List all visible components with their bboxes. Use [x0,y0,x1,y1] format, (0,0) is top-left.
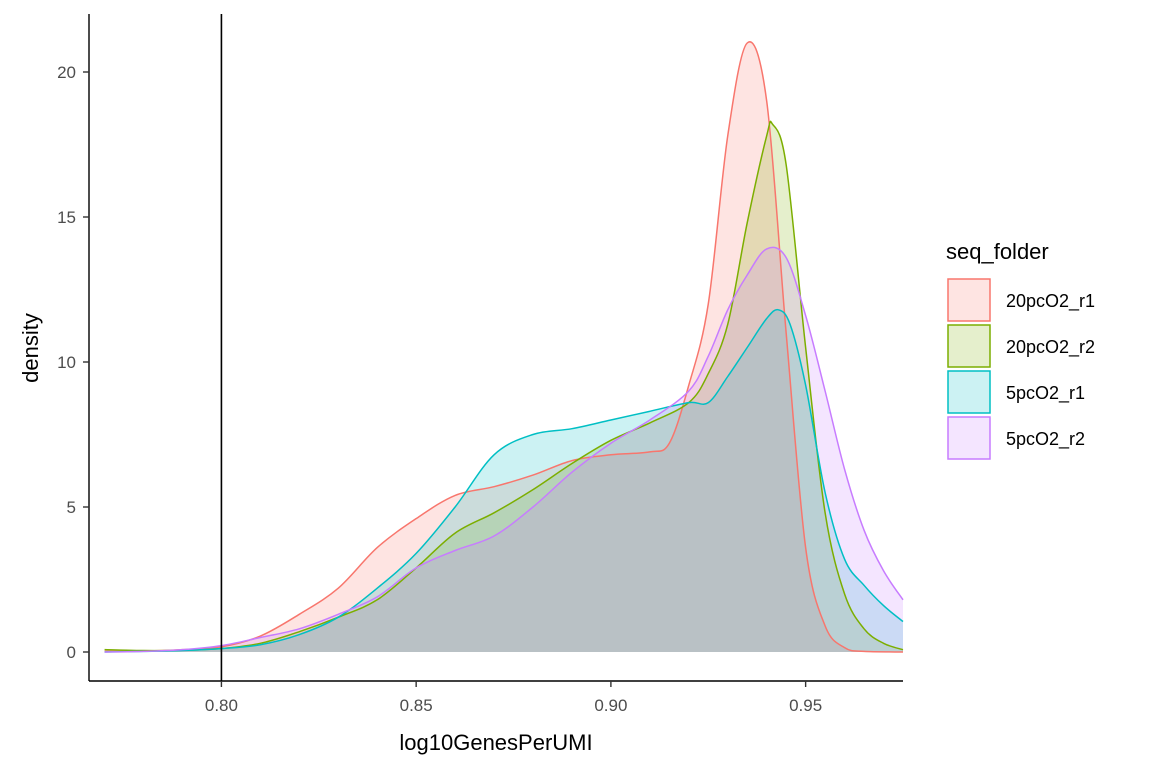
density-area-5pcO2_r1 [104,309,903,652]
density-areas [104,41,903,653]
x-axis-ticks: 0.80 0.85 0.90 0.95 [205,681,822,715]
legend-key-bg [947,324,991,368]
legend-title: seq_folder [946,239,1049,264]
y-tick-label: 5 [67,498,76,517]
legend-key-5pcO2_r1 [947,370,991,414]
legend-key-bg [947,416,991,460]
x-axis-title: log10GenesPerUMI [399,730,592,755]
x-tick-label: 0.80 [205,696,238,715]
legend: seq_folder 20pcO2_r1 20pcO2_r2 5pcO2_r1 5pc… [946,239,1095,460]
legend-key-bg [947,370,991,414]
legend-key-bg [947,278,991,322]
density-area-5pcO2_r2 [104,247,903,653]
y-tick-label: 20 [57,63,76,82]
density-area-20pcO2_r1 [104,41,903,652]
legend-label-20pcO2_r1: 20pcO2_r1 [1006,291,1095,312]
legend-key-20pcO2_r2 [947,324,991,368]
x-tick-label: 0.95 [789,696,822,715]
legend-key-20pcO2_r1 [947,278,991,322]
density-line-20pcO2_r1 [104,41,904,653]
legend-label-5pcO2_r2: 5pcO2_r2 [1006,429,1085,450]
legend-label-5pcO2_r1: 5pcO2_r1 [1006,383,1085,404]
density-line-5pcO2_r2 [104,246,904,653]
density-line-5pcO2_r1 [104,308,904,653]
y-tick-label: 0 [67,643,76,662]
legend-label-20pcO2_r2: 20pcO2_r2 [1006,337,1095,358]
y-axis-title: density [18,313,43,383]
y-tick-label: 10 [57,353,76,372]
density-area-20pcO2_r2 [104,121,903,652]
y-axis-ticks: 0 5 10 15 20 [57,63,89,662]
x-tick-label: 0.85 [400,696,433,715]
density-lines [104,41,904,653]
legend-key-5pcO2_r2 [947,416,991,460]
y-tick-label: 15 [57,208,76,227]
x-tick-label: 0.90 [594,696,627,715]
